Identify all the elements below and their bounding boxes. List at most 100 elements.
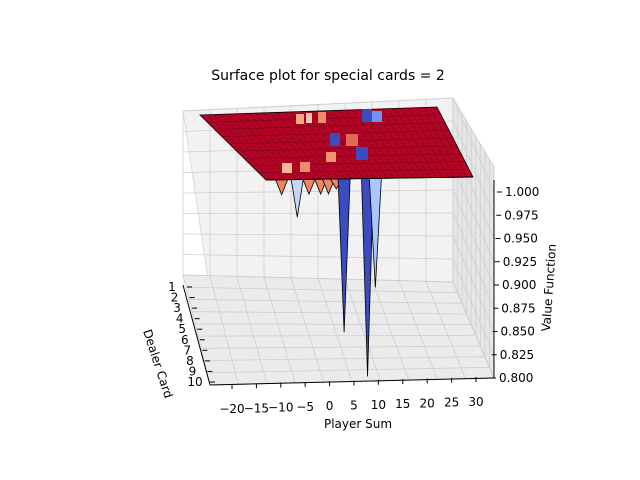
surface-mesh-line <box>214 122 446 130</box>
surface-mesh-line <box>283 112 340 180</box>
surface-mesh-line <box>401 108 443 178</box>
x-tick-label: 10 <box>371 398 386 412</box>
grid-line <box>398 280 438 380</box>
axis-lines <box>182 180 495 386</box>
z-ticks: 0.800 0.825 0.850 0.875 0.900 0.925 0.950 0.975… <box>491 185 539 385</box>
y-tick-label: 9 <box>189 364 197 378</box>
surface-mesh-line <box>258 169 470 173</box>
z-tick-label: 0.800 <box>499 371 533 385</box>
grid-line <box>452 212 495 309</box>
chart-title: Surface plot for special cards = 2 <box>211 68 445 84</box>
grid-line <box>452 120 495 216</box>
grid-line <box>191 311 467 315</box>
surface-mesh-line <box>220 114 285 180</box>
z-tick-label: 0.975 <box>504 208 538 222</box>
z-tick-label: 0.900 <box>502 278 536 292</box>
surface-mesh-line <box>227 113 291 180</box>
grid-line <box>197 334 476 337</box>
grid-line <box>206 366 490 374</box>
value-surface <box>199 106 474 377</box>
z-tick-label: 0.925 <box>503 255 537 269</box>
surface-mesh-line <box>262 112 321 180</box>
surface-patch <box>306 113 312 123</box>
grid-line <box>290 277 324 383</box>
surface-patch <box>318 112 326 123</box>
grid-line <box>182 189 454 194</box>
x-tick-label: 0 <box>326 399 334 413</box>
surface-mesh-line <box>229 137 454 145</box>
grid-line <box>371 279 410 381</box>
x-tick-label: −15 <box>244 401 269 415</box>
surface-patch <box>362 109 372 122</box>
grid-line <box>452 281 495 379</box>
z-tick-label: 0.825 <box>500 348 534 362</box>
grid-line <box>194 323 472 326</box>
surface-mesh-line <box>276 112 334 180</box>
x-ticks: −20 −15 −10 −5 0 5 10 15 20 25 30 <box>219 377 484 416</box>
surface-mesh-line <box>422 107 461 178</box>
grid-line <box>236 276 268 384</box>
x-tick-label: −10 <box>268 401 293 415</box>
x-tick-label: 25 <box>444 396 459 410</box>
x-axis-line <box>209 377 495 386</box>
surface-patch <box>356 147 368 160</box>
surface-patch <box>300 162 310 172</box>
grid-line <box>452 258 495 355</box>
grid-line <box>344 279 381 381</box>
surface-mesh-line <box>388 108 431 178</box>
surface-mesh-line <box>236 145 458 152</box>
surface-patch <box>372 111 382 122</box>
grid-line <box>452 235 495 332</box>
x-tick-label: −5 <box>296 400 314 414</box>
surface-mesh-line <box>206 114 273 181</box>
grid-line <box>182 233 454 237</box>
surface-mesh-line <box>213 114 279 180</box>
z-axis-title: Value Function <box>539 243 559 332</box>
y-tick-label: 6 <box>181 333 189 347</box>
y-axis-title: Dealer Card <box>140 328 175 400</box>
grid-line <box>203 356 485 361</box>
x-tick-label: 30 <box>468 395 483 409</box>
grid-line <box>263 276 296 384</box>
surface-patch <box>282 163 292 173</box>
surface-patch <box>346 134 358 146</box>
surface-mesh-line <box>269 112 328 180</box>
z-tick-label: 0.875 <box>501 301 535 315</box>
grid-line <box>182 97 454 112</box>
surface-mesh-line <box>429 107 468 178</box>
grid-lines <box>182 97 495 386</box>
z-tick-label: 1.000 <box>505 185 539 199</box>
surface-patch <box>326 152 336 162</box>
grid-line <box>182 212 454 214</box>
grid-line <box>209 275 239 385</box>
y-tick-label: 7 <box>184 343 192 357</box>
z-tick-label: 0.950 <box>504 232 538 246</box>
surface-mesh-line <box>408 107 449 178</box>
grid-line <box>452 189 495 286</box>
surface-mesh-line <box>415 107 455 178</box>
z-tick-label: 0.850 <box>501 325 535 339</box>
grid-line <box>452 166 495 262</box>
grid-line <box>200 345 481 349</box>
x-tick-label: 5 <box>350 399 358 413</box>
surface-mesh-line <box>346 109 395 179</box>
grid-line <box>452 97 495 193</box>
surface-patch <box>330 133 340 146</box>
surface-patch <box>296 114 304 124</box>
grid-line <box>425 281 466 379</box>
surface-mesh-line <box>353 109 401 179</box>
grid-line <box>182 274 454 283</box>
y-tick-label: 2 <box>171 291 179 305</box>
surface-mesh-line <box>381 108 425 178</box>
x-tick-label: −20 <box>219 402 244 416</box>
grid-line <box>185 286 458 294</box>
y-tick-label: 8 <box>186 354 194 368</box>
surface-mesh-line <box>248 113 309 180</box>
x-tick-label: 20 <box>420 396 435 410</box>
surface-mesh-line <box>241 113 303 180</box>
surface-mesh-line <box>339 110 388 179</box>
x-axis-title: Player Sum <box>324 417 392 431</box>
surface-mesh-line <box>243 153 462 159</box>
